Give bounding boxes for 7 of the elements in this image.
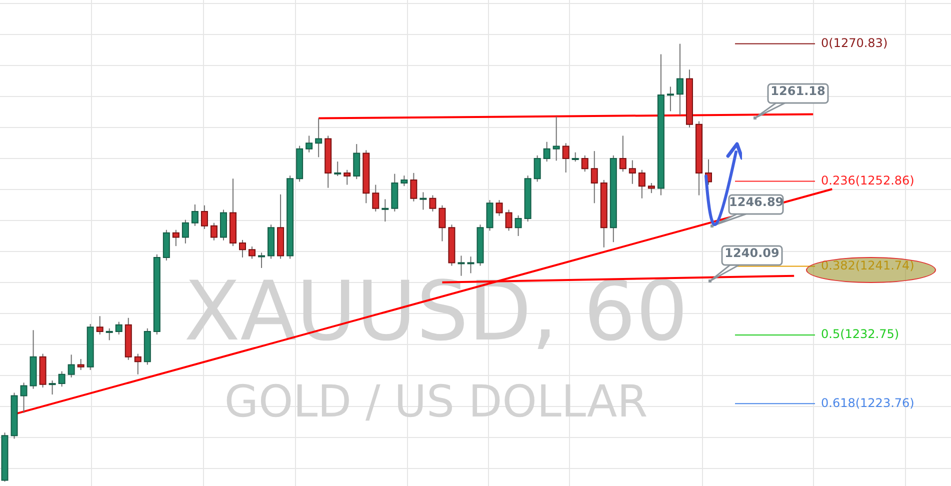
annotation: 0.236(1252.86) [821, 173, 914, 188]
annotation: 1261.18 [768, 84, 828, 103]
annotation: 0.618(1223.76) [821, 396, 914, 410]
annotation: 0.5(1232.75) [821, 327, 900, 342]
annotation: 0(1270.83) [821, 36, 888, 50]
annotation: 0.382(1241.74) [821, 258, 914, 272]
annotation: 1240.09 [722, 246, 782, 265]
